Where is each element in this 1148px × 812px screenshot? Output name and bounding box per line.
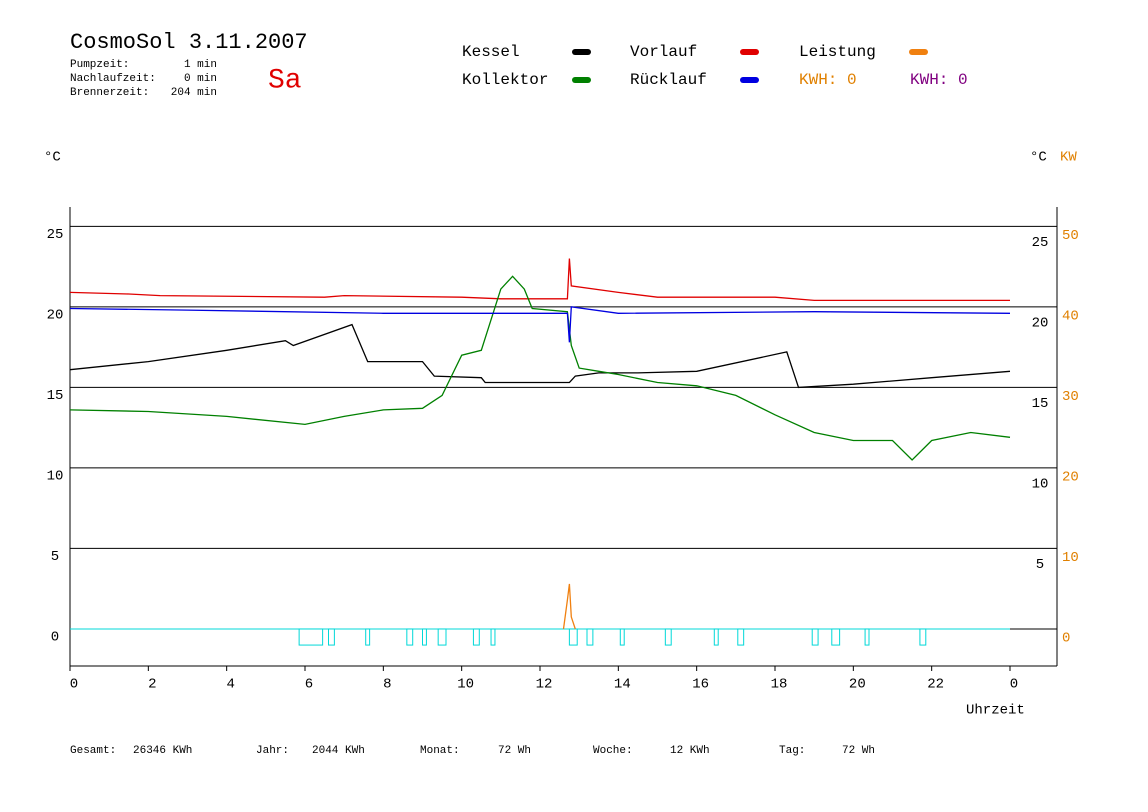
stat-label: Pumpzeit: — [70, 59, 129, 71]
pump-interval — [919, 628, 927, 646]
x-tick-label: 0 — [70, 677, 78, 693]
x-tick-label: 6 — [305, 677, 313, 693]
y-tick-label: 20 — [47, 308, 64, 324]
x-tick-label: 16 — [692, 677, 709, 693]
pump-interval — [737, 628, 745, 646]
stat-label: Brennerzeit: — [70, 87, 149, 99]
pump-interval — [406, 628, 414, 646]
stat-label: Nachlaufzeit: — [70, 73, 156, 85]
series-line — [69, 306, 1011, 343]
kwh-label: KWH: 0 — [910, 71, 968, 89]
pump-interval — [713, 628, 719, 646]
legend-label: Vorlauf — [630, 43, 697, 61]
total-label: Gesamt: — [70, 745, 116, 757]
x-axis-label: Uhrzeit — [966, 703, 1025, 719]
y-tick-label: 0 — [51, 630, 59, 646]
pump-interval — [437, 628, 447, 646]
stat-value: 204 min — [171, 87, 217, 99]
y-right-tick-label: 20 — [1032, 316, 1049, 332]
pump-interval — [831, 628, 841, 646]
series-line — [69, 258, 1010, 302]
total-value: 26346 KWh — [133, 745, 192, 757]
total-value: 2044 KWh — [312, 745, 365, 757]
pump-interval — [365, 628, 371, 646]
legend-label: Rücklauf — [630, 71, 707, 89]
y2-tick-label: 10 — [1062, 550, 1079, 566]
total-label: Jahr: — [256, 745, 289, 757]
x-tick-label: 4 — [226, 677, 234, 693]
y2-tick-label: 0 — [1062, 631, 1070, 647]
legend-label: Kessel — [462, 43, 520, 61]
y-tick-label: 25 — [47, 227, 64, 243]
y-right-tick-label: 25 — [1032, 235, 1049, 251]
pump-interval — [422, 628, 427, 646]
total-value: 72 Wh — [498, 745, 531, 757]
x-tick-label: 10 — [457, 677, 474, 693]
x-tick-label: 8 — [383, 677, 391, 693]
y2-tick-label: 50 — [1062, 228, 1079, 244]
pump-interval — [811, 628, 819, 646]
x-tick-label: 18 — [771, 677, 788, 693]
pump-interval — [864, 628, 870, 646]
pump-interval — [472, 628, 480, 646]
y2-tick-label: 30 — [1062, 389, 1079, 405]
x-tick-label: 2 — [148, 677, 156, 693]
total-value: 72 Wh — [842, 745, 875, 757]
x-tick-label: 0 — [1010, 677, 1018, 693]
total-value: 12 KWh — [670, 745, 710, 757]
y-right-tick-label: 10 — [1032, 477, 1049, 493]
y-right-tick-label: 15 — [1032, 396, 1049, 412]
pump-interval — [619, 628, 625, 646]
series-line — [69, 323, 1011, 389]
y2-tick-label: 20 — [1062, 470, 1079, 486]
total-label: Monat: — [420, 745, 460, 757]
stat-value: 0 min — [184, 73, 217, 85]
pump-interval — [664, 628, 672, 646]
x-tick-label: 22 — [927, 677, 944, 693]
stat-value: 1 min — [184, 59, 217, 71]
y-tick-label: 15 — [47, 388, 64, 404]
y-right-axis-label: °C — [1030, 150, 1047, 166]
y-axis-label: °C — [44, 150, 61, 166]
y-tick-label: 5 — [51, 549, 59, 565]
pump-interval — [568, 628, 578, 646]
kwh-label: KWH: 0 — [799, 71, 857, 89]
y-tick-label: 10 — [47, 469, 64, 485]
y-right-tick-label: 5 — [1036, 557, 1044, 573]
pump-interval — [328, 628, 335, 646]
pump-interval — [298, 628, 324, 646]
pump-interval — [490, 628, 496, 646]
legend-label: Leistung — [799, 43, 876, 61]
x-tick-label: 12 — [536, 677, 553, 693]
legend-label: Kollektor — [462, 71, 548, 89]
y2-tick-label: 40 — [1062, 309, 1079, 325]
pump-interval — [586, 628, 594, 646]
y2-axis-label: KW — [1060, 150, 1077, 166]
x-tick-label: 20 — [849, 677, 866, 693]
total-label: Tag: — [779, 745, 805, 757]
total-label: Woche: — [593, 745, 633, 757]
chart-title: CosmoSol 3.11.2007 — [70, 30, 308, 55]
series-line — [562, 583, 576, 630]
series-line — [69, 275, 1011, 461]
day-label: Sa — [268, 65, 302, 96]
x-tick-label: 14 — [614, 677, 631, 693]
